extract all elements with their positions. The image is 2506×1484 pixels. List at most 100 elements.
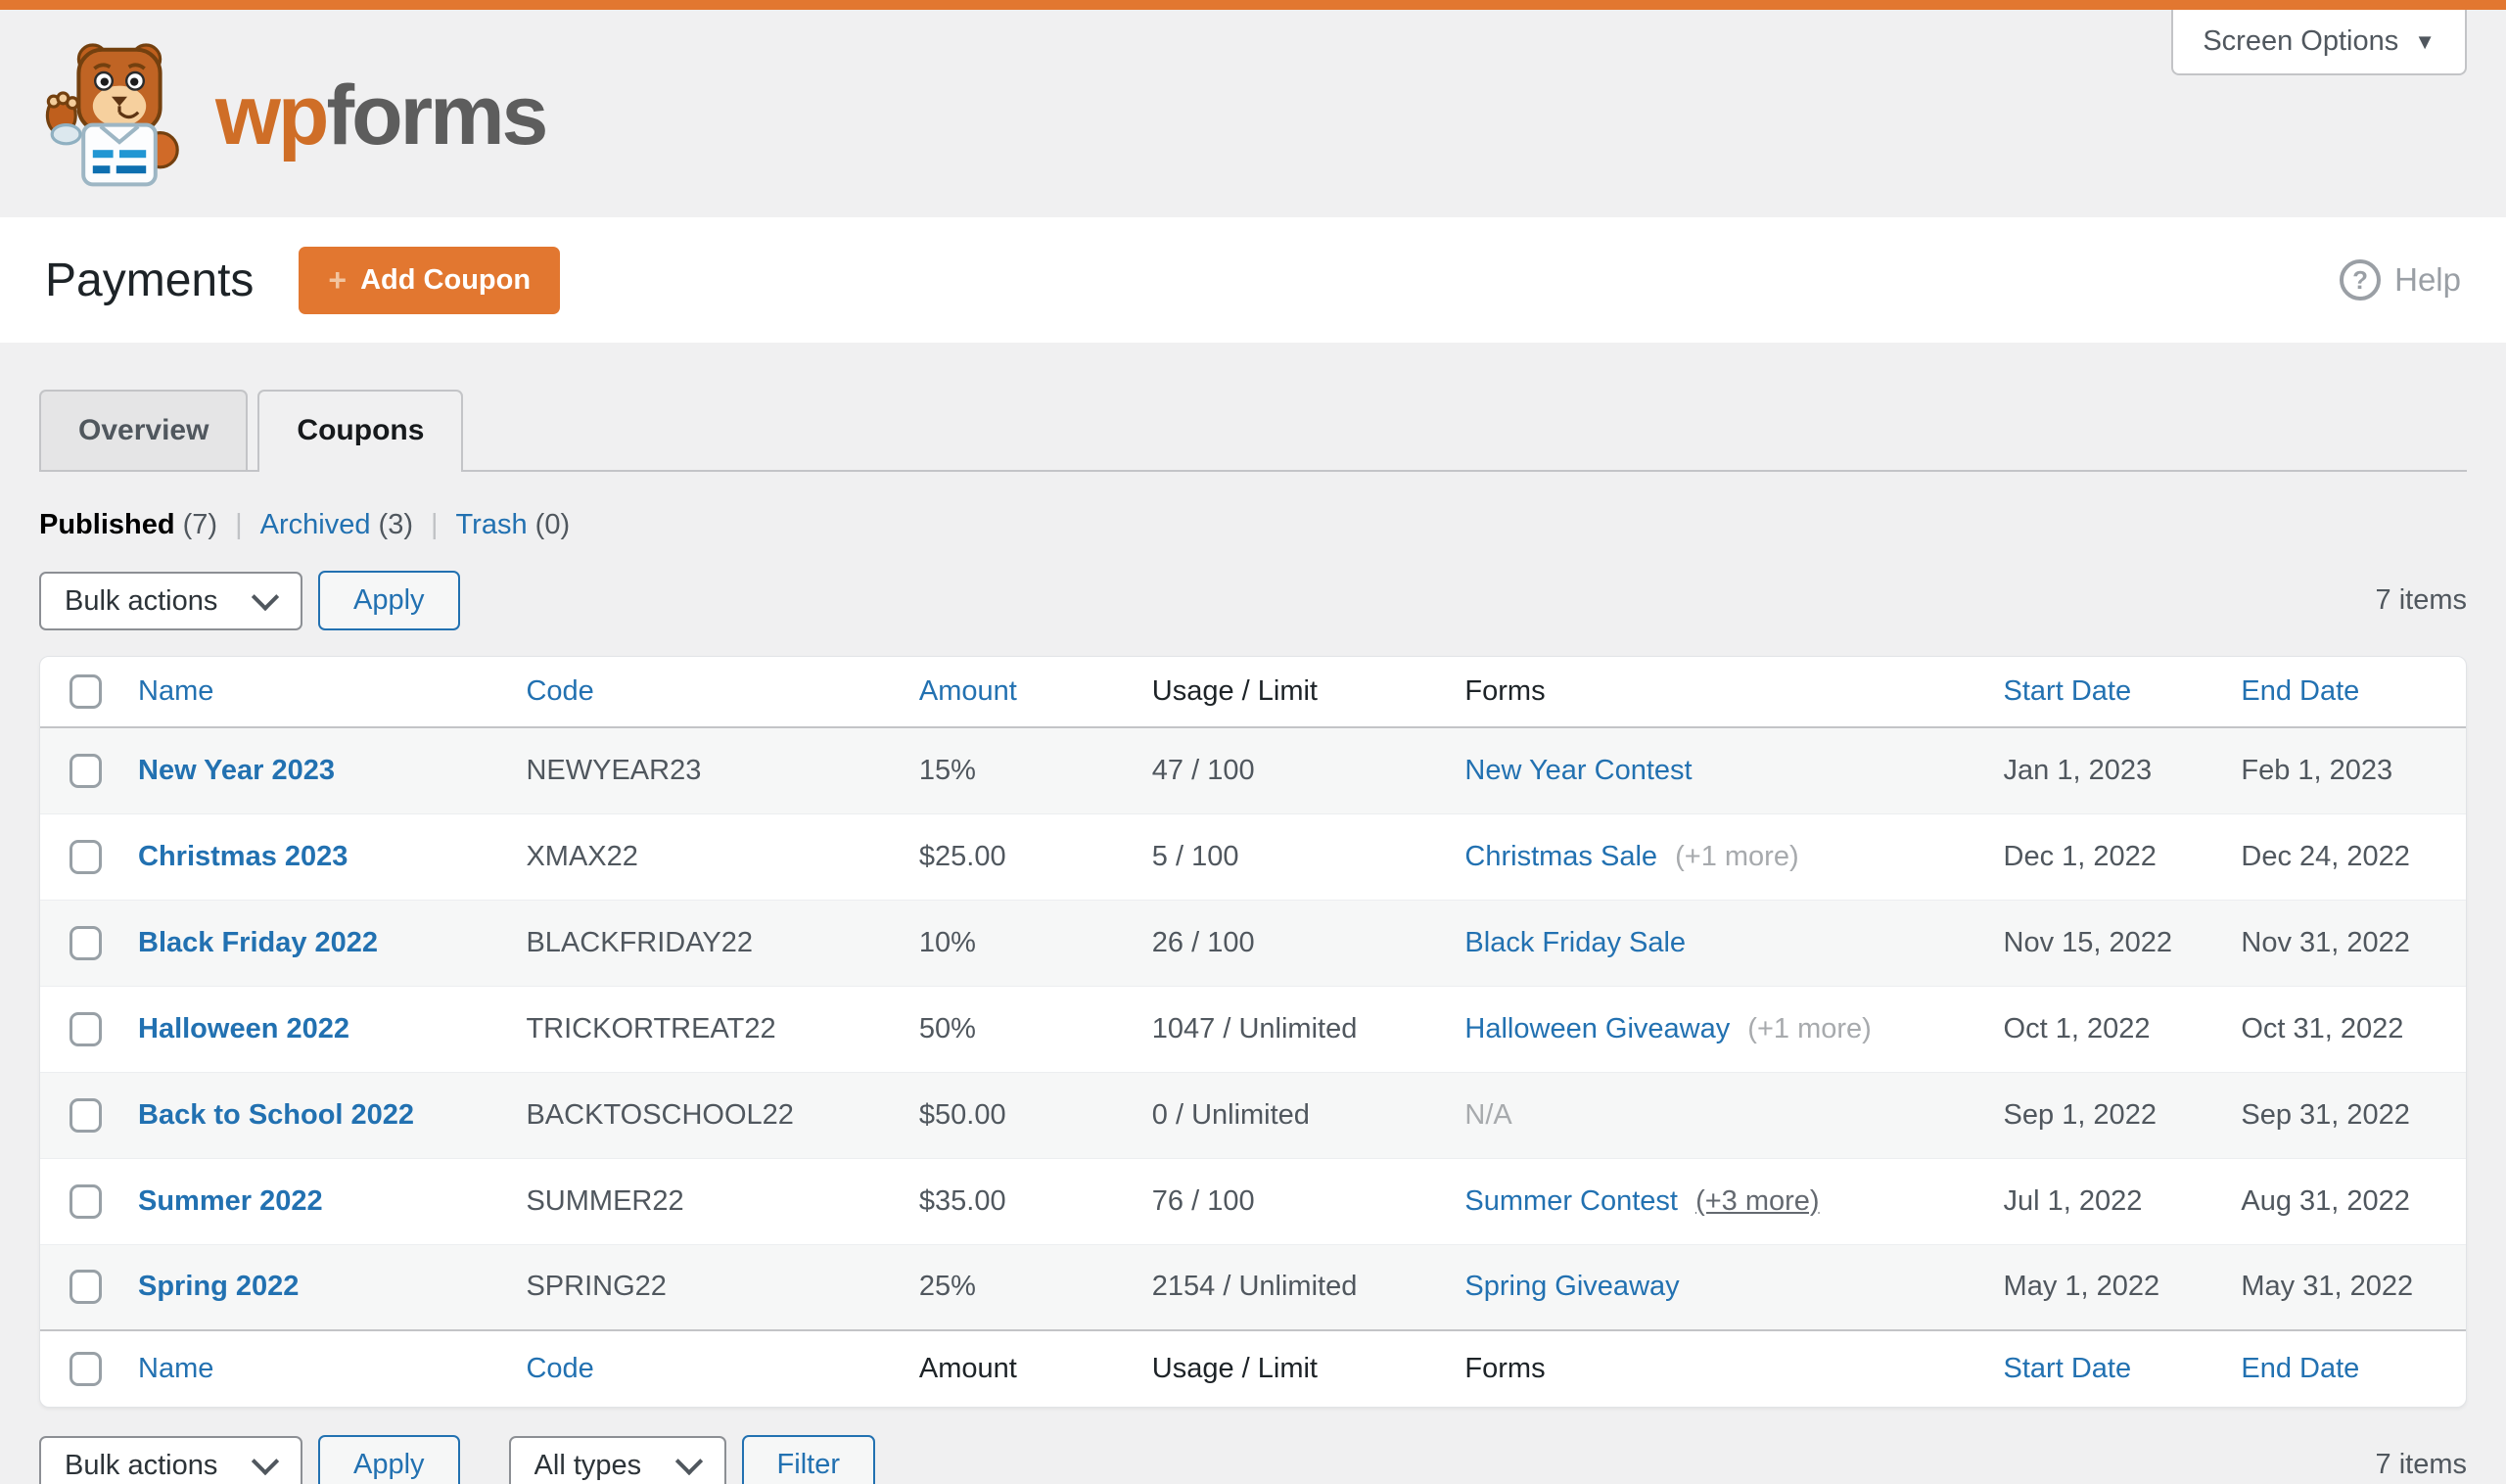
row-checkbox[interactable]	[70, 1011, 102, 1046]
coupon-code: SPRING22	[526, 1271, 667, 1303]
column-footer-code[interactable]: Code	[508, 1329, 902, 1407]
end-date: Feb 1, 2023	[2241, 754, 2393, 786]
column-header-start-date[interactable]: Start Date	[1985, 657, 2224, 728]
end-date: Sep 31, 2022	[2241, 1098, 2410, 1131]
coupon-code: BLACKFRIDAY22	[526, 926, 754, 958]
wordmark-wp: wp	[215, 68, 329, 162]
view-trash[interactable]: Trash (0)	[455, 509, 571, 540]
row-checkbox[interactable]	[70, 1183, 102, 1219]
header: wpforms Screen Options ▼	[0, 10, 2506, 217]
coupon-code: BACKTOSCHOOL22	[526, 1098, 794, 1131]
column-header-end-date[interactable]: End Date	[2223, 657, 2466, 728]
start-date: Jul 1, 2022	[2003, 1184, 2143, 1217]
plus-icon: +	[328, 262, 348, 298]
form-link[interactable]: Spring Giveaway	[1464, 1271, 1680, 1303]
table-row: Christmas 2023 XMAX22 $25.00 5 / 100 Chr…	[40, 813, 2466, 900]
coupon-name-link[interactable]: Summer 2022	[138, 1184, 323, 1217]
select-all-checkbox[interactable]	[70, 674, 102, 709]
table-row: Spring 2022 SPRING22 25% 2154 / Unlimite…	[40, 1244, 2466, 1330]
form-link[interactable]: Black Friday Sale	[1464, 926, 1687, 958]
table-row: Black Friday 2022 BLACKFRIDAY22 10% 26 /…	[40, 900, 2466, 986]
column-footer-amount: Amount	[901, 1329, 1135, 1407]
row-checkbox[interactable]	[70, 839, 102, 874]
end-date: Oct 31, 2022	[2241, 1012, 2404, 1044]
title-bar: Payments + Add Coupon ? Help	[0, 217, 2506, 343]
coupon-amount: 10%	[918, 926, 976, 958]
coupon-usage: 2154 / Unlimited	[1151, 1271, 1358, 1303]
archived-count: (3)	[378, 509, 413, 540]
tab-bar: Overview Coupons	[39, 390, 2467, 472]
coupon-name-link[interactable]: Black Friday 2022	[138, 926, 379, 958]
apply-button[interactable]: Apply	[318, 571, 460, 630]
tab-coupons[interactable]: Coupons	[257, 390, 464, 472]
start-date: Oct 1, 2022	[2003, 1012, 2151, 1044]
form-link[interactable]: New Year Contest	[1464, 754, 1693, 786]
items-count: 7 items	[2375, 1449, 2467, 1480]
wpforms-bear-icon	[45, 43, 179, 187]
coupon-amount: $50.00	[918, 1098, 1006, 1131]
page-title: Payments	[45, 254, 255, 306]
trash-count: (0)	[534, 509, 571, 540]
add-coupon-label: Add Coupon	[360, 263, 532, 296]
wordmark-forms: forms	[326, 68, 548, 162]
coupon-amount: 25%	[918, 1271, 976, 1303]
coupon-usage: 5 / 100	[1151, 840, 1239, 872]
row-checkbox[interactable]	[70, 925, 102, 960]
top-toolbar: Bulk actions Apply 7 items	[39, 571, 2467, 630]
table-footer-row: Name Code Amount Usage / Limit Forms Sta…	[40, 1329, 2466, 1407]
items-count: 7 items	[2375, 584, 2467, 616]
coupon-code: TRICKORTREAT22	[526, 1012, 776, 1044]
select-all-checkbox[interactable]	[70, 1352, 102, 1386]
view-archived[interactable]: Archived (3)	[259, 509, 413, 540]
coupon-name-link[interactable]: Christmas 2023	[138, 840, 348, 872]
help-button[interactable]: ? Help	[2340, 259, 2461, 301]
coupon-name-link[interactable]: Back to School 2022	[138, 1098, 415, 1131]
filter-button[interactable]: Filter	[741, 1435, 875, 1484]
form-link[interactable]: Christmas Sale	[1464, 840, 1658, 872]
bulk-actions-select-wrap: Bulk actions	[39, 1435, 302, 1484]
screen-options-button[interactable]: Screen Options ▼	[2171, 10, 2467, 75]
coupon-usage: 26 / 100	[1151, 926, 1255, 958]
table-header-row: Name Code Amount Usage / Limit Forms Sta…	[40, 657, 2466, 728]
start-date: May 1, 2022	[2003, 1271, 2160, 1303]
tab-overview[interactable]: Overview	[39, 390, 249, 470]
bottom-toolbar: Bulk actions Apply All types Filter 7 it…	[39, 1435, 2467, 1484]
bulk-actions-select[interactable]: Bulk actions	[39, 1435, 302, 1484]
column-footer-name[interactable]: Name	[120, 1329, 509, 1407]
status-views: Published (7) | Archived (3) | Trash (0)	[39, 509, 2467, 541]
form-link[interactable]: Halloween Giveaway	[1464, 1012, 1731, 1044]
add-coupon-button[interactable]: + Add Coupon	[299, 246, 561, 314]
coupon-usage: 1047 / Unlimited	[1151, 1012, 1358, 1044]
end-date: Nov 31, 2022	[2241, 926, 2410, 958]
row-checkbox[interactable]	[70, 1270, 102, 1305]
column-header-name[interactable]: Name	[120, 657, 509, 728]
start-date: Jan 1, 2023	[2003, 754, 2153, 786]
coupon-usage: 0 / Unlimited	[1151, 1098, 1310, 1131]
end-date: Aug 31, 2022	[2241, 1184, 2410, 1217]
end-date: Dec 24, 2022	[2241, 840, 2410, 872]
published-count: (7)	[182, 509, 218, 540]
coupon-code: XMAX22	[526, 840, 638, 872]
coupon-name-link[interactable]: Halloween 2022	[138, 1012, 349, 1044]
column-header-amount[interactable]: Amount	[901, 657, 1135, 728]
column-header-code[interactable]: Code	[508, 657, 902, 728]
view-published[interactable]: Published (7)	[39, 509, 218, 540]
column-footer-start-date[interactable]: Start Date	[1985, 1329, 2224, 1407]
more-forms-label: (+1 more)	[1747, 1012, 1872, 1044]
column-footer-end-date[interactable]: End Date	[2223, 1329, 2466, 1407]
form-link[interactable]: Summer Contest	[1464, 1184, 1678, 1217]
type-filter-select[interactable]: All types	[508, 1435, 726, 1484]
table-row: Halloween 2022 TRICKORTREAT22 50% 1047 /…	[40, 986, 2466, 1072]
apply-button[interactable]: Apply	[318, 1435, 460, 1484]
bulk-actions-select[interactable]: Bulk actions	[39, 571, 302, 630]
row-checkbox[interactable]	[70, 1097, 102, 1133]
column-header-usage: Usage / Limit	[1134, 657, 1448, 728]
more-forms-link[interactable]: (+3 more)	[1695, 1184, 1820, 1217]
coupon-name-link[interactable]: New Year 2023	[138, 754, 336, 786]
type-filter-select-wrap: All types	[508, 1435, 726, 1484]
row-checkbox[interactable]	[70, 753, 102, 788]
forms-na-label: N/A	[1464, 1098, 1512, 1131]
coupon-name-link[interactable]: Spring 2022	[138, 1271, 300, 1303]
chevron-down-icon: ▼	[2414, 28, 2436, 54]
coupons-table-card: Name Code Amount Usage / Limit Forms Sta…	[39, 656, 2467, 1408]
